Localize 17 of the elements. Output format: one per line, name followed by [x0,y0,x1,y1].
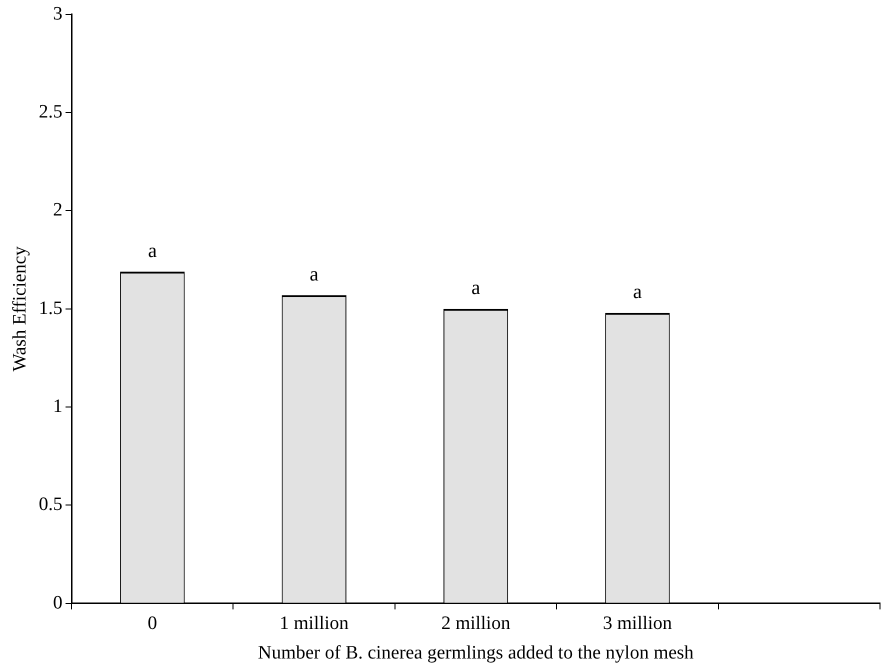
y-axis-title: Wash Efficiency [9,246,30,372]
y-tick-label: 2 [53,200,63,221]
x-tick-label: 1 million [280,612,350,634]
x-tick-label: 3 million [602,612,673,634]
annotation: a [310,263,319,286]
y-tick-label: 1.5 [38,298,63,319]
x-tick-label: 0 [148,612,158,634]
x-axis-title: Number of B. cinerea germlings added to the nylon mesh [258,642,694,664]
y-tick-label: 0 [53,592,63,614]
annotation: a [148,240,157,262]
y-tick-label: 0.5 [38,494,63,516]
x-tick-label: 2 million [441,612,511,634]
y-tick-label: 1 [53,396,63,418]
y-tick-label: 3 [53,3,63,24]
annotation: a [471,277,480,300]
annotation: a [633,281,642,304]
y-tick-label: 2.5 [38,102,63,123]
